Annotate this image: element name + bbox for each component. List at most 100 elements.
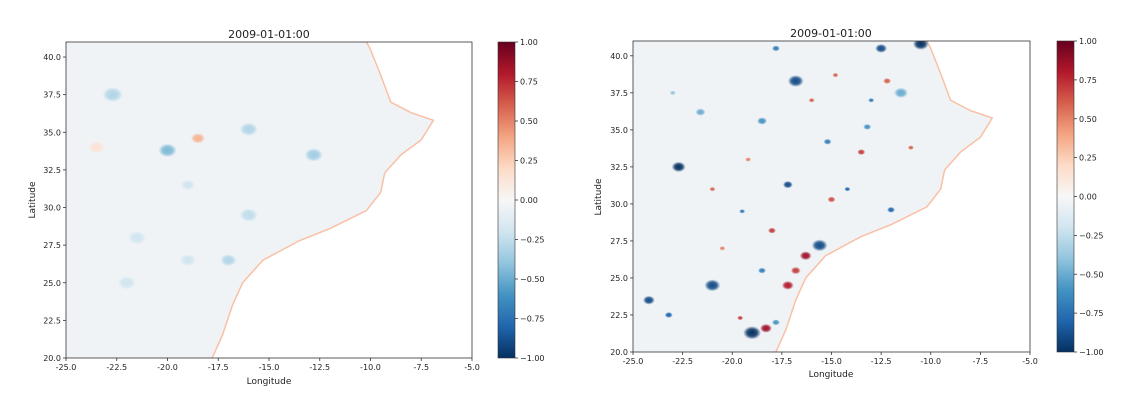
x-tick-label: -20.0	[157, 363, 178, 372]
eddy-mark	[745, 157, 752, 162]
colorbar: 1.00 0.75 0.50 0.25 0.00 −0.25 −0.50 −0.75 −1.00	[1056, 37, 1104, 357]
ocean-field	[66, 42, 434, 358]
x-tick-label: -17.5	[772, 357, 793, 366]
x-tick-label: -5.0	[464, 363, 480, 372]
colorbar-tick-label: 0.50	[520, 117, 538, 126]
colorbar-ramp	[497, 41, 516, 359]
y-tick-label: 35.0	[43, 128, 61, 137]
y-tick-label: 27.5	[610, 237, 628, 246]
x-axis-label: Longitude	[809, 370, 854, 380]
heatmap-panel-left: 2009-01-01:00 Longitude Latitude -25.0 -2…	[28, 28, 545, 387]
eddy-mark	[743, 326, 762, 340]
x-tick-label: -25.0	[56, 363, 77, 372]
y-tick-label: 37.5	[610, 89, 628, 98]
eddy-mark	[739, 209, 746, 214]
eddy-mark	[760, 323, 772, 333]
x-tick-label: -20.0	[722, 357, 743, 366]
x-tick-label: -17.5	[208, 363, 229, 372]
eddy-mark	[782, 180, 793, 189]
chart-title: 2009-01-01:00	[790, 27, 872, 40]
y-tick-label: 40.0	[43, 53, 61, 62]
colorbar-tick-label: −1.00	[520, 354, 545, 363]
colorbar: 1.00 0.75 0.50 0.25 0.00 −0.25 −0.50 −0.75 −1.00	[497, 38, 545, 363]
y-tick-label: 27.5	[43, 241, 61, 250]
eddy-mark	[883, 78, 892, 84]
x-tick-label: -15.0	[821, 357, 842, 366]
eddy-mark	[102, 87, 123, 103]
colorbar-tick-label: 0.75	[1079, 76, 1097, 85]
eddy-mark	[781, 280, 794, 290]
eddy-mark	[671, 161, 686, 173]
eddy-mark	[642, 295, 655, 305]
y-axis-label: Latitude	[594, 178, 604, 216]
colorbar-tick-label: 1.00	[520, 38, 538, 47]
eddy-mark	[771, 319, 780, 326]
eddy-mark	[868, 98, 875, 103]
eddy-mark	[758, 267, 766, 274]
x-tick-label: -12.5	[309, 363, 330, 372]
eddy-mark	[220, 254, 237, 267]
eddy-mark	[757, 117, 767, 125]
eddy-mark	[787, 75, 804, 87]
eddy-mark	[894, 87, 908, 99]
eddy-mark	[875, 43, 888, 53]
eddy-mark	[127, 230, 147, 245]
ocean-field	[633, 41, 993, 352]
eddy-mark	[719, 246, 726, 251]
eddy-mark	[827, 196, 836, 203]
colorbar-tick-label: −0.25	[520, 236, 545, 245]
eddy-mark	[158, 143, 177, 158]
y-tick-label: 32.5	[610, 163, 628, 172]
eddy-mark	[790, 266, 801, 275]
eddy-mark	[907, 145, 914, 150]
x-tick-label: -5.0	[1022, 357, 1038, 366]
eddy-mark	[239, 208, 258, 222]
colorbar-tick-label: −0.50	[520, 275, 545, 284]
eddy-mark	[799, 251, 812, 261]
colorbar-tick-label: 0.75	[520, 78, 538, 87]
y-tick-label: 22.5	[43, 316, 61, 325]
y-tick-label: 22.5	[610, 311, 628, 320]
colorbar-ramp	[1056, 40, 1075, 353]
eddy-mark	[844, 186, 851, 192]
eddy-mark	[304, 148, 323, 162]
y-tick-label: 30.0	[43, 204, 61, 213]
x-tick-label: -22.5	[672, 357, 693, 366]
eddy-mark	[737, 315, 744, 321]
colorbar-tick-label: 1.00	[1079, 37, 1097, 46]
eddy-mark	[180, 179, 195, 191]
eddy-mark	[117, 275, 137, 290]
colorbar-tick-label: 0.00	[520, 196, 538, 205]
colorbar-tick-label: 0.25	[520, 157, 538, 166]
x-tick-label: -12.5	[871, 357, 892, 366]
eddy-mark	[912, 41, 929, 50]
plot-area	[633, 41, 994, 352]
y-axis-label: Latitude	[28, 181, 38, 219]
eddy-mark	[771, 45, 780, 52]
colorbar-tick-label: −0.25	[1079, 231, 1104, 240]
colorbar-tick-label: −0.50	[1079, 270, 1104, 279]
eddy-mark	[832, 72, 839, 78]
eddy-mark	[808, 98, 815, 103]
chart-title: 2009-01-01:00	[228, 28, 310, 41]
x-tick-label: -10.0	[360, 363, 381, 372]
eddy-mark	[863, 123, 872, 130]
y-tick-label: 20.0	[43, 354, 61, 363]
x-tick-label: -10.0	[920, 357, 941, 366]
x-tick-label: -7.5	[973, 357, 989, 366]
eddy-mark	[190, 133, 206, 144]
x-axis-label: Longitude	[247, 377, 292, 387]
coastline	[211, 42, 435, 358]
eddy-mark	[704, 279, 721, 292]
y-tick-label: 30.0	[610, 200, 628, 209]
eddy-mark	[709, 186, 716, 192]
y-tick-label: 25.0	[610, 274, 628, 283]
x-tick-label: -22.5	[106, 363, 127, 372]
eddy-mark	[767, 227, 776, 234]
eddy-mark	[695, 108, 706, 116]
coastline	[775, 41, 994, 352]
colorbar-tick-label: 0.25	[1079, 154, 1097, 163]
x-tick-label: -15.0	[259, 363, 280, 372]
y-tick-label: 32.5	[43, 166, 61, 175]
eddy-mark	[823, 138, 832, 145]
